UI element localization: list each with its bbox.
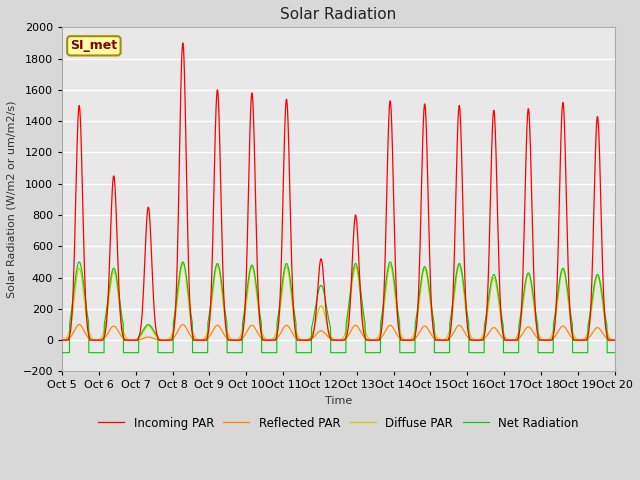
Net Radiation: [372, 350, 380, 356]
Diffuse PAR: [113, 284, 121, 290]
Incoming PAR: [611, 337, 618, 343]
Incoming PAR: [505, 337, 513, 343]
Line: Diffuse PAR: Diffuse PAR: [62, 264, 614, 340]
Line: Incoming PAR: Incoming PAR: [62, 43, 614, 340]
Reflected PAR: [505, 337, 513, 343]
Net Radiation: [611, 350, 618, 356]
Reflected PAR: [127, 337, 135, 343]
X-axis label: Time: Time: [324, 396, 352, 406]
Reflected PAR: [233, 337, 241, 343]
Reflected PAR: [536, 336, 544, 342]
Reflected PAR: [372, 337, 380, 343]
Net Radiation: [114, 280, 122, 286]
Diffuse PAR: [536, 334, 544, 340]
Incoming PAR: [58, 337, 66, 343]
Diffuse PAR: [505, 337, 513, 343]
Incoming PAR: [233, 337, 241, 343]
Net Radiation: [233, 350, 241, 356]
Line: Reflected PAR: Reflected PAR: [62, 324, 614, 340]
Incoming PAR: [179, 40, 186, 46]
Diffuse PAR: [604, 329, 611, 335]
Text: SI_met: SI_met: [70, 39, 118, 52]
Reflected PAR: [114, 327, 122, 333]
Diffuse PAR: [611, 337, 618, 343]
Reflected PAR: [611, 337, 618, 343]
Net Radiation: [505, 350, 513, 356]
Net Radiation: [603, 323, 611, 328]
Reflected PAR: [76, 322, 83, 327]
Title: Solar Radiation: Solar Radiation: [280, 7, 396, 22]
Incoming PAR: [113, 239, 121, 245]
Incoming PAR: [603, 332, 611, 338]
Reflected PAR: [58, 337, 66, 343]
Incoming PAR: [372, 337, 380, 343]
Net Radiation: [58, 350, 66, 356]
Diffuse PAR: [179, 261, 186, 266]
Incoming PAR: [536, 337, 544, 343]
Diffuse PAR: [127, 337, 135, 343]
Diffuse PAR: [58, 337, 66, 343]
Y-axis label: Solar Radiation (W/m2 or um/m2/s): Solar Radiation (W/m2 or um/m2/s): [7, 101, 17, 298]
Line: Net Radiation: Net Radiation: [62, 262, 614, 353]
Diffuse PAR: [372, 336, 380, 342]
Net Radiation: [536, 350, 544, 356]
Reflected PAR: [604, 336, 611, 341]
Net Radiation: [76, 259, 83, 265]
Diffuse PAR: [233, 336, 241, 342]
Legend: Incoming PAR, Reflected PAR, Diffuse PAR, Net Radiation: Incoming PAR, Reflected PAR, Diffuse PAR…: [93, 412, 583, 434]
